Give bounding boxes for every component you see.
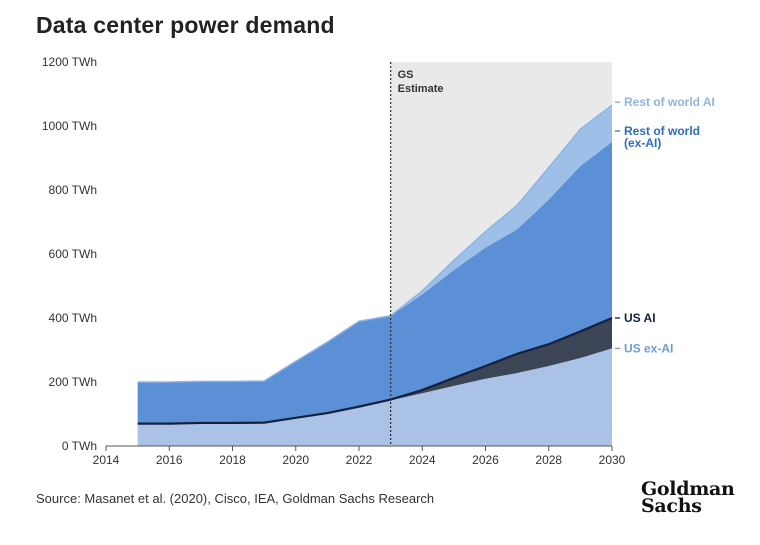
y-tick-label: 800 TWh [49,183,97,197]
line-us-ai [137,316,613,425]
area-us-ex-ai [137,348,612,446]
y-tick-label: 1200 TWh [42,55,97,69]
line-total [137,104,613,383]
y-tick-label: 200 TWh [49,375,97,389]
y-tick-label: 400 TWh [49,311,97,325]
area-rest-of-world-ex-ai [137,142,612,424]
series-label-rest-of-world-ex-ai-line-2: (ex-AI) [624,136,661,150]
x-tick-label: 2030 [599,453,626,467]
x-tick-label: 2016 [156,453,183,467]
x-tick-label: 2026 [472,453,499,467]
series-label-us-ex-ai: US ex-AI [624,341,673,355]
x-tick-label: 2022 [346,453,373,467]
logo-line-2: Sachs [641,495,702,517]
x-tick-label: 2024 [409,453,436,467]
series-label-us-ai: US AI [624,311,656,325]
y-tick-label: 600 TWh [49,247,97,261]
chart-title: Data center power demand [36,12,335,38]
x-tick-label: 2028 [535,453,562,467]
logo-line-1: Goldman [641,478,735,500]
y-tick-label: 0 TWh [62,439,97,453]
estimate-label-line-1: GS [398,69,414,81]
x-tick-label: 2020 [282,453,309,467]
source-note: Source: Masanet et al. (2020), Cisco, IE… [36,491,435,506]
area-us-ai [137,318,612,424]
x-tick-label: 2014 [93,453,120,467]
y-tick-label: 1000 TWh [42,119,97,133]
goldman-sachs-logo: Goldman Sachs [641,478,735,517]
series-label-rest-of-world-ex-ai: Rest of world [624,124,700,138]
series-label-rest-of-world-ai: Rest of world AI [624,95,715,109]
x-tick-label: 2018 [219,453,246,467]
estimate-label-line-2: Estimate [398,83,444,95]
